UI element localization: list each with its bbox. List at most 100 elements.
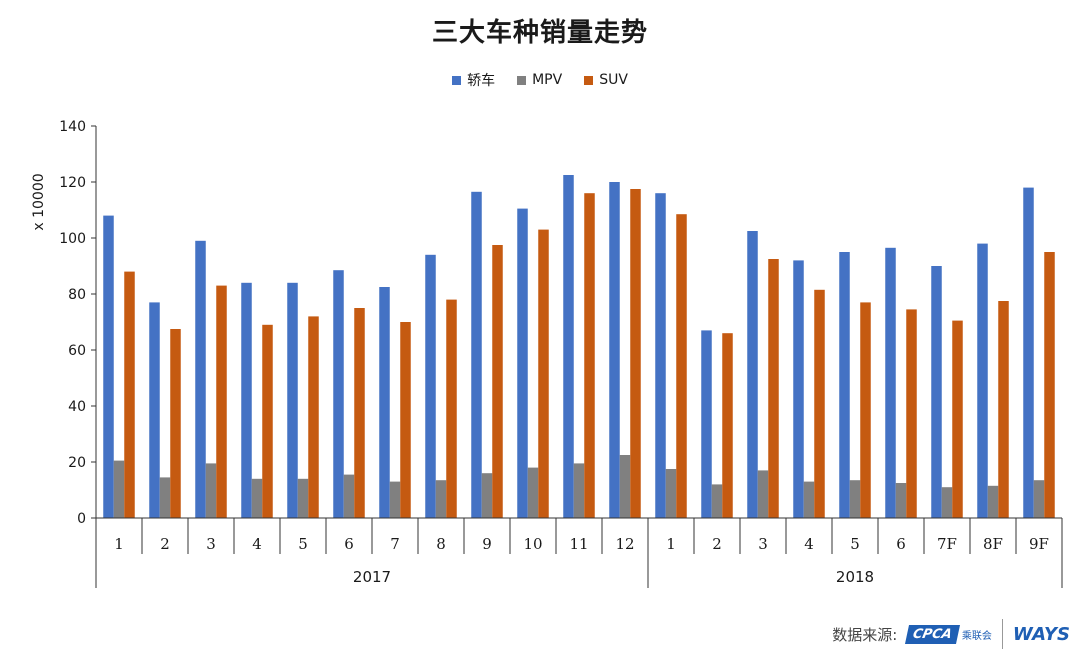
bar — [1023, 187, 1034, 518]
x-tick-label: 8 — [436, 535, 446, 553]
legend-swatch — [584, 75, 594, 85]
bar — [379, 287, 390, 518]
bar — [216, 285, 227, 518]
bar — [860, 302, 871, 518]
x-tick-label: 9F — [1029, 535, 1049, 553]
bar — [722, 333, 733, 518]
x-tick-label: 5 — [850, 535, 860, 553]
source-footer: 数据来源: CPCA 乘联会 WAYS — [832, 619, 1070, 649]
legend-item: 轿车 — [452, 70, 495, 90]
bar — [987, 485, 999, 518]
bar — [492, 245, 503, 518]
bar — [251, 478, 263, 518]
source-label: 数据来源: — [832, 625, 898, 644]
x-tick-label: 1 — [666, 535, 676, 553]
bar — [768, 259, 779, 518]
legend-item: MPV — [517, 70, 562, 90]
bar — [630, 189, 641, 518]
bar — [931, 266, 942, 518]
x-tick-label: 7F — [937, 535, 957, 553]
bar — [262, 324, 273, 518]
bar — [471, 191, 482, 519]
bar — [952, 320, 963, 518]
bar — [446, 299, 457, 518]
x-group-label: 2017 — [353, 568, 391, 586]
bar — [481, 473, 493, 518]
bar — [655, 193, 666, 518]
bar — [803, 481, 815, 518]
x-tick-label: 10 — [523, 535, 542, 553]
y-tick-label: 60 — [68, 343, 86, 359]
bar — [849, 480, 861, 518]
bar — [354, 308, 365, 518]
x-tick-label: 9 — [482, 535, 492, 553]
bar — [941, 487, 953, 518]
y-tick-label: 100 — [59, 231, 86, 247]
bar — [400, 322, 411, 518]
chart-legend: 轿车 MPV SUV — [0, 70, 1080, 90]
legend-label: SUV — [599, 72, 628, 88]
chart-title: 三大车种销量走势 — [431, 18, 648, 48]
cpca-logo-subtext: 乘联会 — [961, 630, 992, 642]
x-tick-label: 2 — [160, 535, 170, 553]
bar — [711, 484, 723, 518]
y-tick-label: 40 — [68, 399, 86, 415]
legend-label: MPV — [532, 72, 563, 88]
bar — [839, 252, 850, 518]
bar — [389, 481, 401, 518]
bar — [103, 215, 114, 518]
bar — [205, 463, 217, 518]
x-tick-label: 5 — [298, 535, 308, 553]
bar — [1044, 252, 1055, 518]
bar — [676, 214, 687, 518]
bar — [906, 309, 917, 518]
y-axis-label: x 10000 — [31, 173, 47, 230]
bar — [584, 193, 595, 518]
bar — [159, 477, 171, 518]
legend-swatch — [452, 75, 462, 85]
bar — [747, 231, 758, 518]
bar — [977, 243, 988, 518]
x-tick-label: 3 — [758, 535, 768, 553]
bar — [573, 463, 585, 518]
bar — [1033, 480, 1045, 518]
bar — [538, 229, 549, 518]
bar — [757, 470, 769, 518]
bar — [814, 289, 825, 518]
x-tick-label: 6 — [344, 535, 354, 553]
bar — [435, 480, 447, 518]
cpca-logo: CPCA 乘联会 — [905, 624, 992, 644]
y-tick-label: 80 — [68, 287, 86, 303]
y-tick-label: 0 — [77, 511, 86, 527]
bar — [195, 240, 206, 519]
x-tick-label: 4 — [804, 535, 814, 553]
bar — [517, 208, 528, 518]
bar — [793, 260, 804, 518]
bar — [609, 182, 620, 518]
bar — [343, 474, 355, 518]
bar — [701, 330, 712, 518]
y-tick-label: 140 — [59, 119, 86, 135]
bar — [333, 270, 344, 518]
bar — [563, 175, 574, 518]
x-tick-label: 4 — [252, 535, 262, 553]
bar — [885, 247, 896, 519]
bar — [425, 254, 436, 519]
x-tick-label: 2 — [712, 535, 722, 553]
bar — [241, 282, 252, 518]
x-tick-label: 8F — [983, 535, 1003, 553]
legend-item: SUV — [584, 70, 628, 90]
bar — [170, 329, 181, 518]
x-tick-label: 11 — [569, 535, 588, 553]
x-tick-label: 1 — [114, 535, 124, 553]
y-tick-label: 120 — [59, 175, 86, 191]
bar — [895, 483, 907, 518]
bar — [124, 271, 135, 518]
logo-divider — [1001, 619, 1003, 649]
bar — [665, 469, 677, 518]
ways-logo: WAYS — [1012, 623, 1070, 645]
bar — [297, 478, 309, 518]
legend-swatch — [517, 75, 527, 85]
bar — [287, 282, 298, 518]
